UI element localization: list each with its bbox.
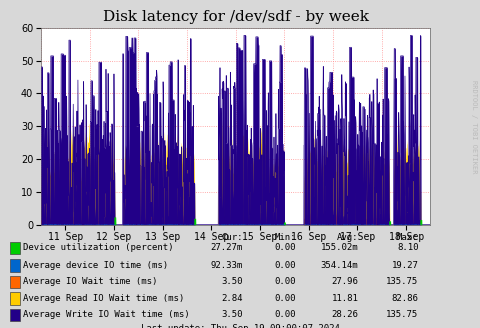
Text: Average device IO time (ms): Average device IO time (ms) — [23, 261, 168, 270]
Text: 0.00: 0.00 — [274, 277, 295, 286]
Text: Last update: Thu Sep 19 09:00:07 2024: Last update: Thu Sep 19 09:00:07 2024 — [141, 324, 339, 328]
Text: 82.86: 82.86 — [391, 294, 418, 303]
Text: Min:: Min: — [274, 233, 295, 242]
Text: Avg:: Avg: — [336, 233, 358, 242]
Text: Cur:: Cur: — [221, 233, 242, 242]
Text: 0.00: 0.00 — [274, 311, 295, 319]
Text: 0.00: 0.00 — [274, 243, 295, 252]
Text: 155.02m: 155.02m — [320, 243, 358, 252]
Bar — [10, 242, 20, 254]
Text: 0.00: 0.00 — [274, 294, 295, 303]
Bar — [10, 309, 20, 321]
Text: 135.75: 135.75 — [385, 277, 418, 286]
Text: 354.14m: 354.14m — [320, 261, 358, 270]
Text: Average Write IO Wait time (ms): Average Write IO Wait time (ms) — [23, 311, 189, 319]
Text: Average Read IO Wait time (ms): Average Read IO Wait time (ms) — [23, 294, 184, 303]
Text: 27.96: 27.96 — [331, 277, 358, 286]
Text: RRDTOOL / TOBI OETIKER: RRDTOOL / TOBI OETIKER — [470, 79, 476, 173]
Bar — [10, 292, 20, 305]
Text: Device utilization (percent): Device utilization (percent) — [23, 243, 173, 252]
Title: Disk latency for /dev/sdf - by week: Disk latency for /dev/sdf - by week — [102, 10, 368, 24]
Text: 3.50: 3.50 — [221, 277, 242, 286]
Text: 2.84: 2.84 — [221, 294, 242, 303]
Text: 27.27m: 27.27m — [210, 243, 242, 252]
Text: 3.50: 3.50 — [221, 311, 242, 319]
Text: 92.33m: 92.33m — [210, 261, 242, 270]
Text: 135.75: 135.75 — [385, 311, 418, 319]
Bar — [10, 276, 20, 288]
Text: 0.00: 0.00 — [274, 261, 295, 270]
Text: Average IO Wait time (ms): Average IO Wait time (ms) — [23, 277, 157, 286]
Text: 11.81: 11.81 — [331, 294, 358, 303]
Text: 28.26: 28.26 — [331, 311, 358, 319]
Text: 8.10: 8.10 — [396, 243, 418, 252]
Text: Max:: Max: — [396, 233, 418, 242]
Bar — [10, 259, 20, 272]
Text: 19.27: 19.27 — [391, 261, 418, 270]
